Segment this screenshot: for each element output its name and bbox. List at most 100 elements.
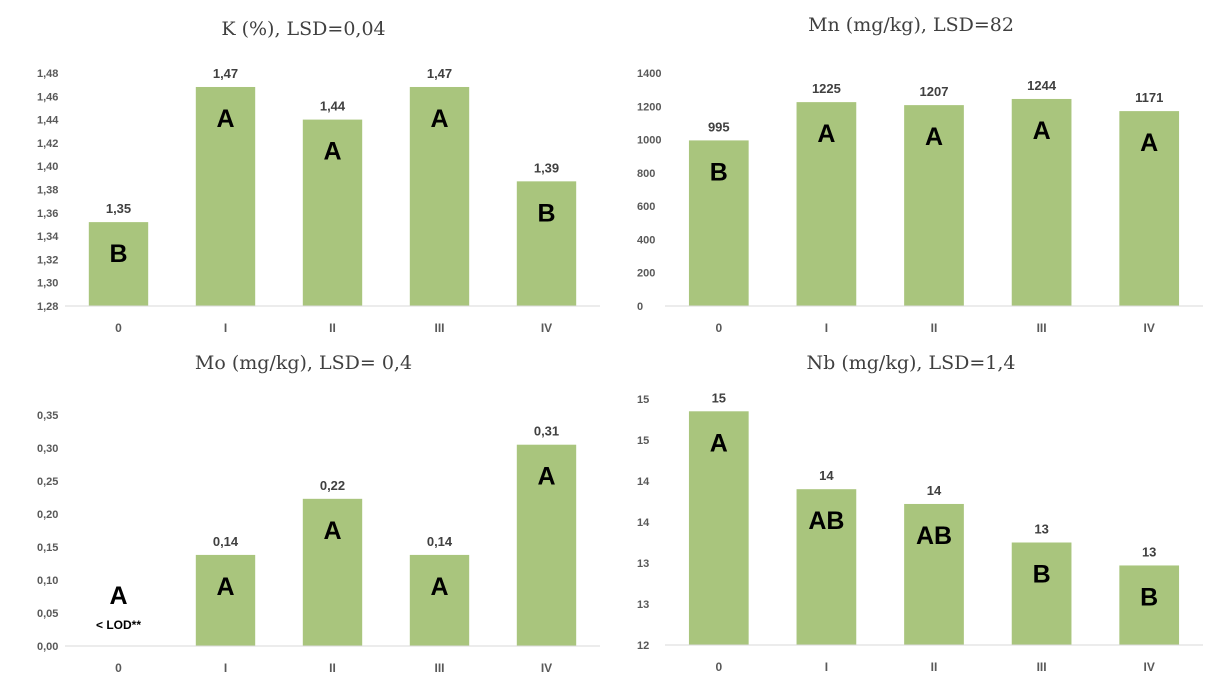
y-tick-label: 1,48: [37, 68, 58, 80]
data-label: 1,47: [427, 66, 452, 81]
group-letter: A: [323, 517, 341, 545]
group-letter: A: [1033, 117, 1051, 145]
y-tick-label: 14: [637, 476, 650, 488]
group-letter: A: [109, 582, 127, 610]
y-tick-label: 1000: [637, 135, 661, 147]
bar: [516, 181, 577, 306]
bar: [796, 102, 857, 306]
y-tick-label: 1,44: [37, 115, 59, 127]
group-letter: A: [216, 573, 234, 601]
y-tick-label: 1,38: [37, 185, 58, 197]
x-tick-label: IV: [1144, 660, 1155, 674]
x-tick-label: II: [329, 661, 336, 675]
bar: [1011, 542, 1072, 645]
y-tick-label: 600: [637, 201, 655, 213]
x-tick-label: III: [434, 661, 444, 675]
chart-title: Mn (mg/kg), LSD=82: [808, 14, 1014, 36]
group-letter: AB: [808, 507, 844, 535]
chart-title: K (%), LSD=0,04: [221, 18, 386, 40]
chart-title: Nb (mg/kg), LSD=1,4: [806, 352, 1016, 374]
chart-mn-plot: 0 200 400 600 800 1000 1200 1400 995 B 0 1225 A I 1207…: [637, 68, 1203, 335]
bar: [302, 119, 363, 306]
x-tick-label: II: [931, 321, 938, 335]
y-tick-label: 0,30: [37, 443, 58, 455]
bar: [904, 503, 964, 645]
bar: [195, 86, 256, 306]
data-label: 0,22: [320, 478, 345, 493]
y-tick-label: 1400: [637, 68, 661, 80]
y-tick-label: 1,30: [37, 278, 58, 290]
chart-mo-plot: 0,00 0,05 0,10 0,15 0,20 0,25 0,30 0,35 A < LOD**…: [37, 410, 600, 675]
y-tick-label: 1,46: [37, 91, 58, 103]
y-tick-label: 14: [637, 517, 650, 529]
lod-annotation: < LOD**: [96, 618, 141, 632]
group-letter: A: [430, 105, 448, 133]
data-label: 995: [708, 119, 730, 134]
bar: [1119, 111, 1180, 306]
data-label: 1,35: [106, 201, 131, 216]
bar: [195, 554, 256, 646]
chart-mn: Mn (mg/kg), LSD=82 0 200 400 600 800 1000 1200…: [607, 0, 1215, 338]
data-label: 1207: [920, 84, 949, 99]
data-label: 13: [1034, 522, 1048, 537]
data-label: 15: [712, 390, 726, 405]
x-tick-label: I: [224, 661, 227, 675]
data-label: 13: [1142, 544, 1156, 559]
x-tick-label: I: [825, 660, 828, 674]
group-letter: B: [1033, 561, 1051, 589]
y-tick-label: 13: [637, 558, 649, 570]
chart-k-plot: 1,28 1,30 1,32 1,34 1,36 1,38 1,40 1,42 1,44 1,46…: [37, 66, 600, 335]
x-tick-label: IV: [541, 661, 552, 675]
group-letter: B: [1140, 583, 1158, 611]
x-tick-label: III: [434, 321, 444, 335]
group-letter: B: [710, 158, 728, 186]
y-tick-label: 0,00: [37, 641, 58, 653]
x-tick-label: IV: [541, 321, 552, 335]
y-tick-label: 15: [637, 394, 649, 406]
data-label: 0,14: [213, 534, 239, 549]
group-letter: A: [216, 105, 234, 133]
y-tick-label: 0,10: [37, 575, 58, 587]
y-tick-label: 12: [637, 640, 649, 652]
bar: [1119, 565, 1180, 645]
y-tick-label: 0,25: [37, 476, 58, 488]
y-tick-label: 1200: [637, 101, 661, 113]
data-label: 14: [819, 468, 834, 483]
x-tick-label: 0: [115, 661, 122, 675]
data-label: 1171: [1135, 90, 1163, 105]
bar: [409, 86, 470, 306]
y-tick-label: 0,05: [37, 608, 58, 620]
y-tick-label: 400: [637, 234, 655, 246]
chart-mo: Mo (mg/kg), LSD= 0,4 0,00 0,05 0,10 0,15 0,2…: [0, 338, 607, 675]
group-letter: A: [537, 463, 555, 491]
bar: [688, 140, 749, 306]
y-tick-label: 1,28: [37, 301, 58, 313]
x-tick-label: II: [329, 321, 336, 335]
group-letter: A: [430, 573, 448, 601]
chart-nb: Nb (mg/kg), LSD=1,4 12 13 13 14 14 15 15 15 A 0 14…: [607, 338, 1215, 675]
bar: [904, 105, 964, 306]
y-tick-label: 200: [637, 268, 655, 280]
bar: [516, 444, 577, 646]
x-tick-label: III: [1037, 321, 1047, 335]
x-tick-label: III: [1037, 660, 1047, 674]
group-letter: B: [537, 199, 555, 227]
bar: [796, 489, 857, 645]
y-tick-label: 1,32: [37, 254, 58, 266]
y-tick-label: 0,15: [37, 542, 58, 554]
x-tick-label: II: [931, 660, 938, 674]
group-letter: A: [817, 120, 835, 148]
data-label: 1,39: [534, 160, 559, 175]
x-tick-label: IV: [1144, 321, 1155, 335]
group-letter: A: [1140, 129, 1158, 157]
bar: [688, 411, 749, 645]
bar: [88, 222, 149, 306]
y-tick-label: 0,20: [37, 509, 58, 521]
group-letter: A: [925, 123, 943, 151]
group-letter: B: [109, 240, 127, 268]
bar: [409, 554, 470, 646]
group-letter: AB: [916, 522, 952, 550]
data-label: 1,44: [320, 99, 346, 114]
y-tick-label: 1,40: [37, 161, 58, 173]
data-label: 1,47: [213, 66, 238, 81]
